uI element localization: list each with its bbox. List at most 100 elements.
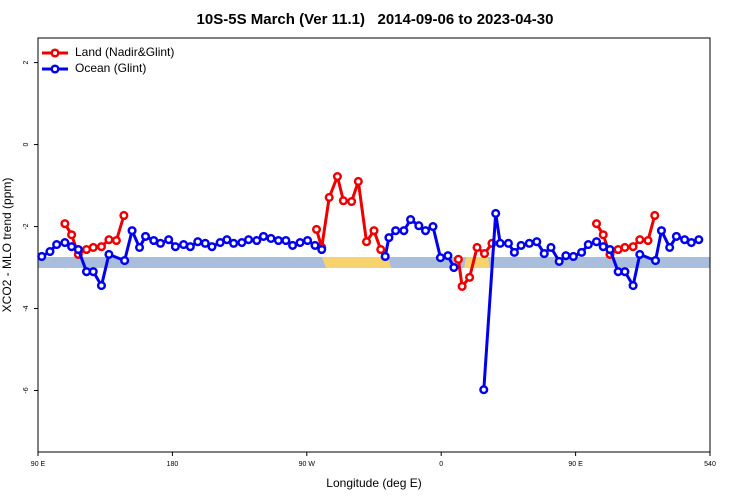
data-point — [656, 226, 667, 236]
data-point — [391, 226, 401, 236]
data-point — [252, 235, 262, 246]
data-point — [671, 231, 681, 241]
data-point — [694, 235, 704, 245]
x-tick-label: 90 W — [299, 461, 316, 468]
data-point — [273, 235, 283, 246]
data-point — [295, 237, 305, 248]
data-point — [384, 233, 394, 243]
data-point — [338, 196, 348, 206]
data-point — [347, 197, 357, 207]
plot-frame — [37, 37, 711, 453]
data-point — [302, 235, 313, 246]
data-point — [73, 244, 83, 255]
data-point — [52, 240, 62, 250]
data-point — [561, 251, 571, 261]
data-point — [207, 242, 217, 252]
data-point — [266, 233, 276, 243]
x-tick-label: 90 E — [31, 461, 46, 468]
y-tick-label: -6 — [23, 387, 30, 393]
y-tick-label: 2 — [23, 61, 30, 65]
y-tick-label: -2 — [23, 223, 30, 229]
data-point — [635, 249, 645, 259]
data-point — [88, 242, 98, 253]
y-tick-label: 0 — [23, 143, 30, 147]
x-axis-label: Longitude (deg E) — [326, 476, 421, 490]
x-tick-label: 90 E — [568, 461, 583, 468]
data-point — [628, 281, 638, 291]
x-tick-label: 540 — [704, 461, 716, 468]
y-axis-label: XCO2 - MLO trend (ppm) — [0, 178, 14, 313]
data-point — [111, 235, 121, 246]
data-point — [443, 251, 453, 261]
data-point — [583, 240, 593, 250]
data-point — [193, 237, 203, 247]
data-point — [449, 262, 459, 273]
data-point — [605, 244, 615, 255]
data-point — [258, 231, 269, 241]
data-point — [650, 256, 661, 266]
data-point — [119, 210, 129, 221]
data-point — [577, 247, 587, 257]
data-point — [568, 251, 578, 262]
data-point — [96, 242, 107, 252]
land-band — [464, 257, 490, 268]
data-point — [37, 251, 47, 262]
data-point — [598, 230, 608, 240]
data-point — [414, 221, 424, 231]
data-point — [140, 231, 151, 241]
chart-title: 10S-5S March (Ver 11.1) 2014-09-06 to 20… — [197, 11, 554, 28]
data-point — [453, 254, 463, 264]
data-point — [620, 242, 630, 253]
data-point — [686, 237, 696, 248]
data-point — [380, 251, 390, 262]
data-point — [324, 192, 334, 203]
y-tick-label: -4 — [23, 305, 30, 311]
data-point — [635, 235, 645, 245]
data-point — [281, 235, 291, 246]
data-point — [353, 176, 363, 187]
data-point — [628, 242, 638, 252]
data-point — [229, 238, 239, 248]
data-point — [170, 242, 180, 252]
data-point — [420, 226, 431, 236]
data-point — [104, 249, 114, 259]
land-band — [322, 257, 391, 268]
data-point — [650, 210, 660, 221]
data-point — [222, 235, 232, 245]
legend-marker — [50, 64, 60, 74]
data-point — [516, 240, 526, 250]
data-point — [491, 208, 501, 218]
data-point — [503, 238, 513, 248]
data-point — [428, 222, 438, 232]
data-point — [164, 235, 174, 245]
data-point — [591, 237, 602, 247]
data-point — [539, 249, 549, 259]
data-point — [665, 242, 675, 253]
data-point — [120, 256, 130, 266]
data-point — [399, 226, 409, 236]
data-point — [509, 247, 519, 257]
legend-label: Ocean (Glint) — [75, 61, 146, 75]
data-point — [244, 235, 254, 245]
data-point — [67, 230, 77, 240]
data-point — [376, 244, 386, 255]
data-point — [310, 240, 320, 250]
data-point — [465, 272, 475, 282]
legend-label: Land (Nadir&Glint) — [75, 45, 174, 59]
data-point — [479, 249, 490, 259]
x-tick-label: 180 — [167, 461, 179, 468]
data-point — [104, 235, 114, 245]
data-point — [127, 226, 137, 236]
data-point — [554, 256, 564, 266]
data-point — [88, 267, 98, 277]
data-point — [317, 244, 327, 255]
data-point — [457, 281, 467, 291]
data-point — [96, 281, 107, 291]
data-point — [361, 237, 372, 247]
data-point — [620, 267, 630, 277]
data-point — [155, 238, 166, 248]
data-point — [546, 242, 556, 253]
data-point — [479, 385, 489, 395]
x-tick-label: 0 — [439, 461, 443, 468]
